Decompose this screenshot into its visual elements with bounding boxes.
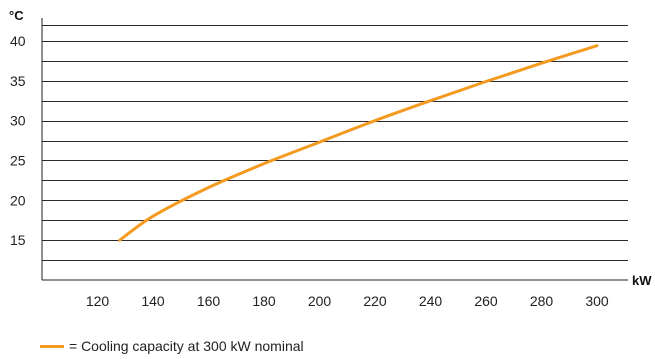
grid-lines [42, 25, 628, 261]
y-tick-labels: 15 20 25 30 35 40 [10, 33, 26, 248]
x-tick-label-280: 280 [530, 293, 554, 309]
y-tick-label-20: 20 [10, 192, 26, 208]
x-tick-label-160: 160 [197, 293, 221, 309]
legend-label: = Cooling capacity at 300 kW nominal [69, 338, 304, 354]
y-tick-label-25: 25 [10, 152, 26, 168]
x-tick-label-180: 180 [252, 293, 276, 309]
x-tick-label-240: 240 [419, 293, 443, 309]
x-tick-label-220: 220 [363, 293, 387, 309]
x-axis-unit: kW [632, 273, 652, 288]
legend-swatch [40, 344, 64, 348]
y-tick-label-30: 30 [10, 113, 26, 129]
series-line-0 [118, 44, 599, 242]
legend: = Cooling capacity at 300 kW nominal [40, 338, 304, 354]
y-tick-label-35: 35 [10, 73, 26, 89]
x-tick-label-120: 120 [86, 293, 110, 309]
y-tick-label-15: 15 [10, 232, 26, 248]
x-tick-label-260: 260 [474, 293, 498, 309]
series-group [118, 44, 599, 242]
y-tick-label-40: 40 [10, 33, 26, 49]
x-tick-label-300: 300 [585, 293, 609, 309]
y-axis-unit: °C [9, 8, 24, 23]
chart: 15 20 25 30 35 40 120 140 160 180 200 220 240 260 280… [9, 8, 652, 309]
x-tick-label-200: 200 [308, 293, 332, 309]
x-tick-label-140: 140 [141, 293, 165, 309]
x-tick-labels: 120 140 160 180 200 220 240 260 280 300 [86, 293, 609, 309]
